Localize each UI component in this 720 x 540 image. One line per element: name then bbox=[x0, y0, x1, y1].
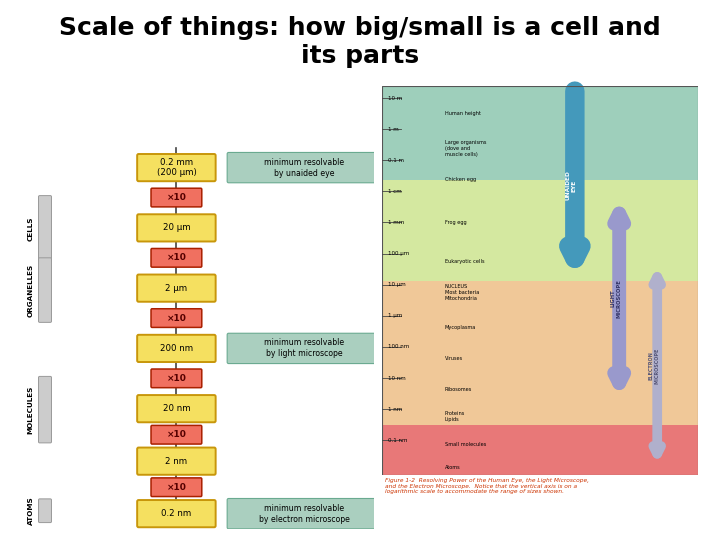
Text: Large organisms
(dove and
muscle cells): Large organisms (dove and muscle cells) bbox=[445, 140, 486, 157]
Text: Frog egg: Frog egg bbox=[445, 220, 467, 225]
Text: 10 m: 10 m bbox=[388, 96, 402, 100]
Text: 100 nm: 100 nm bbox=[388, 345, 409, 349]
FancyBboxPatch shape bbox=[151, 478, 202, 497]
FancyBboxPatch shape bbox=[228, 498, 382, 529]
Text: minimum resolvable
by unaided eye: minimum resolvable by unaided eye bbox=[264, 158, 344, 178]
Text: 0.2 mm
(200 μm): 0.2 mm (200 μm) bbox=[156, 158, 197, 177]
Text: ATOMS: ATOMS bbox=[27, 496, 34, 525]
Text: Human height: Human height bbox=[445, 111, 481, 116]
Text: 100 μm: 100 μm bbox=[388, 251, 409, 256]
FancyBboxPatch shape bbox=[39, 195, 52, 262]
Text: 20 nm: 20 nm bbox=[163, 404, 190, 413]
Text: LIGHT
MICROSCOPE: LIGHT MICROSCOPE bbox=[611, 279, 621, 318]
Bar bbox=[382, 180, 698, 281]
FancyBboxPatch shape bbox=[151, 248, 202, 267]
Text: MOLECULES: MOLECULES bbox=[27, 385, 34, 434]
FancyBboxPatch shape bbox=[151, 309, 202, 327]
FancyBboxPatch shape bbox=[228, 333, 382, 363]
Bar bbox=[382, 281, 698, 424]
Text: minimum resolvable
by light microscope: minimum resolvable by light microscope bbox=[264, 339, 344, 359]
Text: Chicken egg: Chicken egg bbox=[445, 177, 476, 182]
FancyBboxPatch shape bbox=[151, 426, 202, 444]
Text: 200 nm: 200 nm bbox=[160, 344, 193, 353]
Text: Atoms: Atoms bbox=[445, 465, 461, 470]
FancyBboxPatch shape bbox=[39, 258, 52, 322]
Text: ×10: ×10 bbox=[166, 193, 186, 202]
Text: 1 m: 1 m bbox=[388, 127, 399, 132]
Text: 20 μm: 20 μm bbox=[163, 224, 190, 232]
FancyBboxPatch shape bbox=[151, 369, 202, 388]
Text: ×10: ×10 bbox=[166, 430, 186, 439]
Text: ×10: ×10 bbox=[166, 374, 186, 383]
Text: ORGANELLES: ORGANELLES bbox=[27, 264, 34, 317]
Text: 0.2 nm: 0.2 nm bbox=[161, 509, 192, 518]
Text: 1 cm: 1 cm bbox=[388, 189, 402, 194]
FancyBboxPatch shape bbox=[39, 376, 52, 443]
Text: Eukaryotic cells: Eukaryotic cells bbox=[445, 259, 485, 264]
Text: ELECTRON
MICROSCOPE: ELECTRON MICROSCOPE bbox=[649, 347, 660, 383]
FancyBboxPatch shape bbox=[151, 188, 202, 207]
Text: 10 μm: 10 μm bbox=[388, 282, 405, 287]
Text: 2 nm: 2 nm bbox=[166, 457, 187, 465]
FancyBboxPatch shape bbox=[138, 154, 216, 181]
Text: ×10: ×10 bbox=[166, 314, 186, 322]
Text: 2 μm: 2 μm bbox=[166, 284, 187, 293]
Text: Scale of things: how big/small is a cell and
its parts: Scale of things: how big/small is a cell… bbox=[59, 16, 661, 68]
Text: Viruses: Viruses bbox=[445, 356, 463, 361]
Text: UNAIDED
EYE: UNAIDED EYE bbox=[566, 171, 577, 200]
FancyBboxPatch shape bbox=[39, 499, 52, 523]
Text: Mycoplasma: Mycoplasma bbox=[445, 325, 476, 330]
Text: 1 nm: 1 nm bbox=[388, 407, 402, 411]
Text: 0.1 m: 0.1 m bbox=[388, 158, 404, 163]
FancyBboxPatch shape bbox=[228, 152, 382, 183]
FancyBboxPatch shape bbox=[138, 395, 216, 422]
Text: Proteins
Lipids: Proteins Lipids bbox=[445, 411, 465, 422]
Text: Figure 1-2  Resolving Power of the Human Eye, the Light Microscope,
and the Elec: Figure 1-2 Resolving Power of the Human … bbox=[385, 478, 589, 495]
FancyBboxPatch shape bbox=[138, 214, 216, 241]
FancyBboxPatch shape bbox=[138, 274, 216, 302]
Text: CELLS: CELLS bbox=[27, 217, 34, 241]
FancyBboxPatch shape bbox=[138, 500, 216, 527]
Text: NUCLEUS
Most bacteria
Mitochondria: NUCLEUS Most bacteria Mitochondria bbox=[445, 284, 480, 301]
Text: ×10: ×10 bbox=[166, 483, 186, 492]
Bar bbox=[382, 424, 698, 475]
Text: minimum resolvable
by electron microscope: minimum resolvable by electron microscop… bbox=[258, 504, 350, 524]
Text: Small molecules: Small molecules bbox=[445, 442, 486, 447]
FancyBboxPatch shape bbox=[138, 335, 216, 362]
Text: Ribosomes: Ribosomes bbox=[445, 387, 472, 392]
Bar bbox=[382, 86, 698, 180]
Text: 1 mm: 1 mm bbox=[388, 220, 404, 225]
Text: 10 nm: 10 nm bbox=[388, 375, 405, 381]
Text: ×10: ×10 bbox=[166, 253, 186, 262]
FancyBboxPatch shape bbox=[138, 448, 216, 475]
Text: 0.1 nm: 0.1 nm bbox=[388, 438, 408, 443]
Text: 1 μm: 1 μm bbox=[388, 313, 402, 318]
